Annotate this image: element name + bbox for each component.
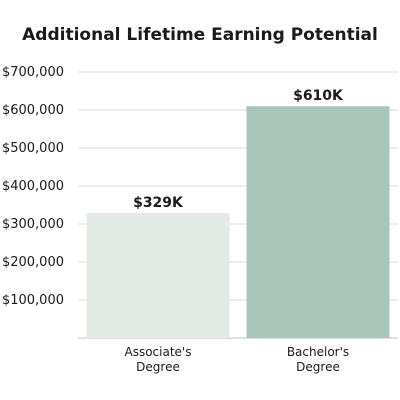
- data-label: $329K: [133, 195, 184, 211]
- data-label: $610K: [293, 88, 344, 104]
- y-tick-label: $600,000: [2, 103, 64, 118]
- y-tick-label: $700,000: [2, 65, 64, 80]
- chart-title: Additional Lifetime Earning Potential: [22, 25, 378, 45]
- x-axis-categories: Associate's Degree Bachelor's Degree: [125, 345, 350, 374]
- bar: [86, 212, 230, 338]
- y-tick-label: $100,000: [2, 293, 64, 308]
- y-tick-label: $200,000: [2, 255, 64, 270]
- y-tick-label: $400,000: [2, 179, 64, 194]
- y-tick-label: $500,000: [2, 141, 64, 156]
- y-axis-ticks: $100,000 $200,000 $300,000 $400,000 $500,000…: [2, 65, 64, 308]
- x-category-label: Bachelor's Degree: [287, 345, 349, 374]
- bar: [246, 106, 390, 338]
- x-category-label: Associate's Degree: [125, 345, 192, 374]
- y-tick-label: $300,000: [2, 217, 64, 232]
- data-labels: $329K $610K: [133, 88, 344, 211]
- bars: [86, 106, 390, 338]
